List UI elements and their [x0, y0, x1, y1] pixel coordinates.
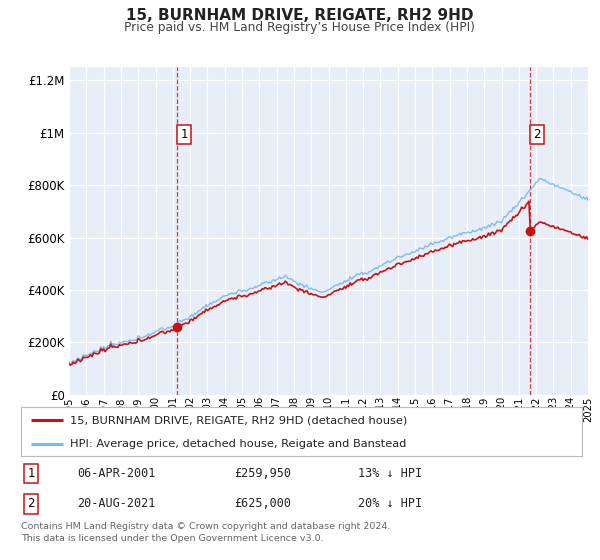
Text: Price paid vs. HM Land Registry’s House Price Index (HPI): Price paid vs. HM Land Registry’s House … [125, 21, 476, 34]
Text: 15, BURNHAM DRIVE, REIGATE, RH2 9HD: 15, BURNHAM DRIVE, REIGATE, RH2 9HD [126, 8, 474, 24]
Text: 1: 1 [181, 128, 188, 141]
Text: £259,950: £259,950 [234, 467, 291, 480]
Text: 2: 2 [28, 497, 35, 510]
Text: 2: 2 [533, 128, 541, 141]
Text: 1: 1 [28, 467, 35, 480]
Text: This data is licensed under the Open Government Licence v3.0.: This data is licensed under the Open Gov… [21, 534, 323, 543]
Text: 06-APR-2001: 06-APR-2001 [77, 467, 155, 480]
Text: 20% ↓ HPI: 20% ↓ HPI [358, 497, 422, 510]
Text: £625,000: £625,000 [234, 497, 291, 510]
Text: HPI: Average price, detached house, Reigate and Banstead: HPI: Average price, detached house, Reig… [70, 439, 407, 449]
Text: Contains HM Land Registry data © Crown copyright and database right 2024.: Contains HM Land Registry data © Crown c… [21, 522, 391, 531]
Text: 20-AUG-2021: 20-AUG-2021 [77, 497, 155, 510]
Text: 13% ↓ HPI: 13% ↓ HPI [358, 467, 422, 480]
Text: 15, BURNHAM DRIVE, REIGATE, RH2 9HD (detached house): 15, BURNHAM DRIVE, REIGATE, RH2 9HD (det… [70, 416, 407, 426]
